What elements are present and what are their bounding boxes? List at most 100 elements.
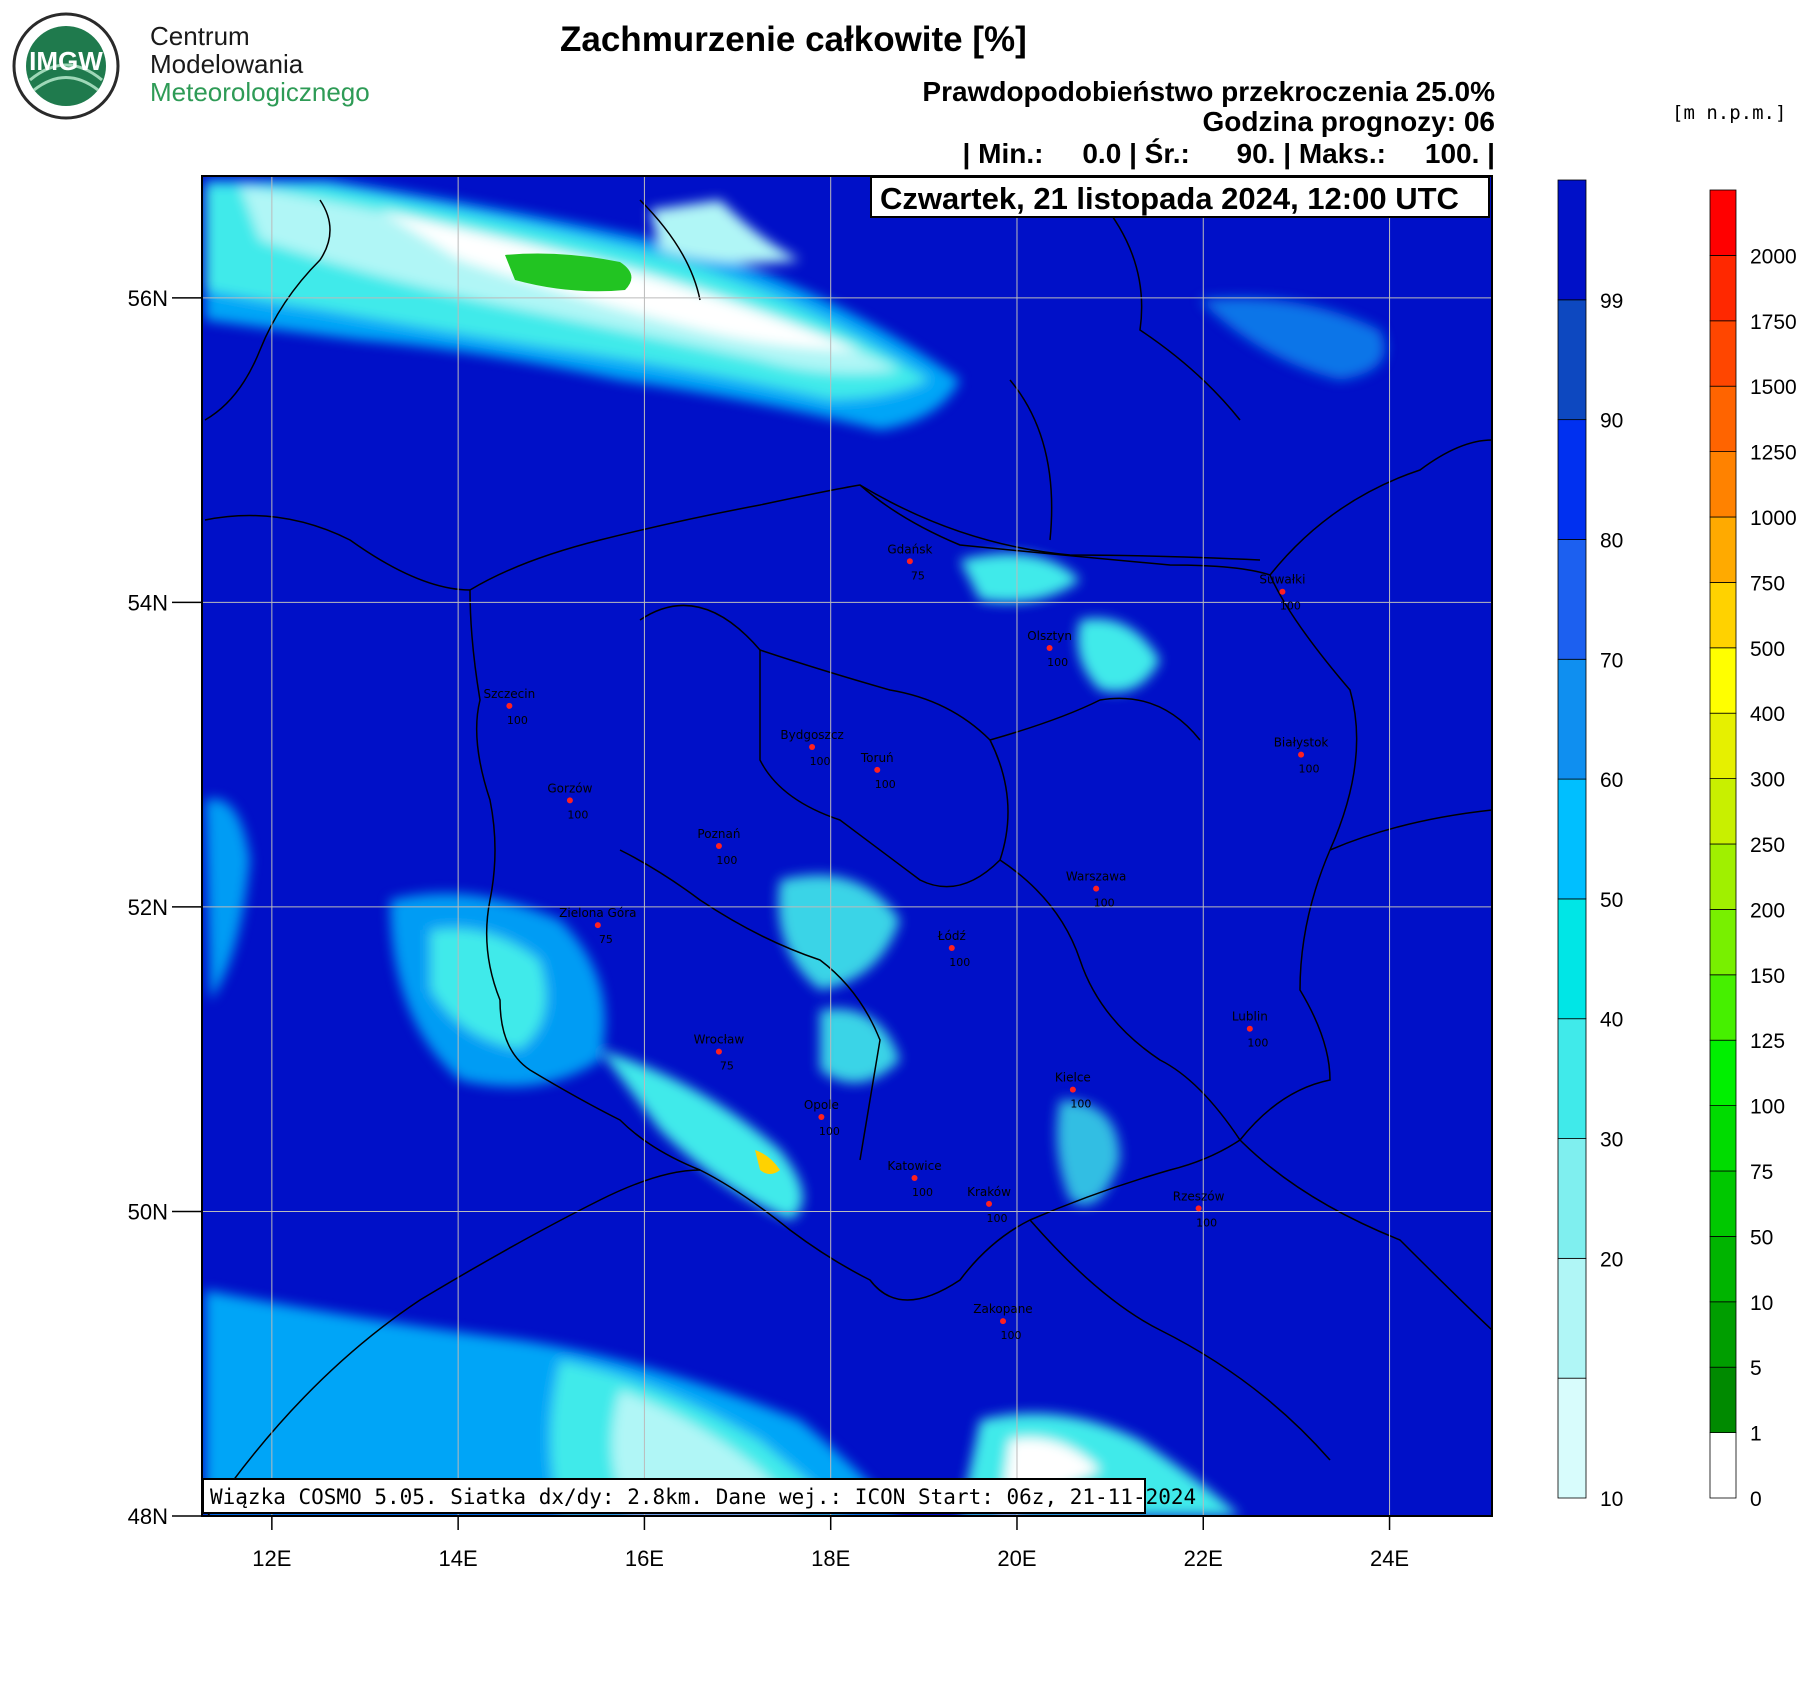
city-name: Łódź xyxy=(937,929,966,943)
city-name: Szczecin xyxy=(483,687,535,701)
city-value: 100 xyxy=(716,854,737,867)
max-label: | Maks.: xyxy=(1283,138,1386,169)
cloud-legend-label: 50 xyxy=(1600,889,1623,912)
city-dot xyxy=(986,1200,993,1207)
city-name: Zielona Góra xyxy=(559,906,636,920)
cloud-legend-label: 90 xyxy=(1600,410,1623,433)
graticule xyxy=(202,176,1492,1516)
forecast-hour-subtitle: Godzina prognozy: 06 xyxy=(1202,106,1495,137)
city-name: Gorzów xyxy=(547,781,592,795)
map-frame xyxy=(201,175,1493,1517)
city-value: 100 xyxy=(1001,1329,1022,1342)
height-legend-bin xyxy=(1709,909,1737,976)
city-dot xyxy=(911,1174,918,1181)
city-value: 100 xyxy=(1299,763,1320,776)
city-name: Gdańsk xyxy=(887,542,932,556)
max-value: 100. | xyxy=(1424,138,1495,169)
cloud-legend-bin xyxy=(1557,658,1587,780)
logo-line-2: Modelowania xyxy=(150,49,304,79)
height-legend-label: 125 xyxy=(1750,1030,1785,1053)
lat-tick-label: 56N xyxy=(128,286,168,311)
probability-subtitle: Prawdopodobieństwo przekroczenia 25.0% xyxy=(922,76,1495,107)
city-value: 100 xyxy=(1094,897,1115,910)
height-legend-label: 750 xyxy=(1750,572,1785,595)
city-dot xyxy=(1195,1205,1202,1212)
city-name: Opole xyxy=(804,1098,839,1112)
map-title: Zachmurzenie całkowite [%] xyxy=(560,20,1027,59)
height-legend-label: 1750 xyxy=(1750,311,1797,334)
cloud-legend-label: 10 xyxy=(1600,1488,1623,1511)
height-legend-bin xyxy=(1709,778,1737,845)
height-legend-bin xyxy=(1709,516,1737,583)
cloud-legend-bin xyxy=(1557,1018,1587,1139)
city-dot xyxy=(566,797,573,804)
city-name: Lublin xyxy=(1232,1010,1268,1024)
city-value: 100 xyxy=(810,755,831,768)
city-value: 100 xyxy=(1196,1216,1217,1229)
height-legend-bin xyxy=(1709,1105,1737,1172)
lon-tick-label: 20E xyxy=(997,1546,1036,1571)
height-legend-bin xyxy=(1709,843,1737,910)
height-legend-bin xyxy=(1709,647,1737,714)
city-name: Suwałki xyxy=(1259,573,1305,587)
lon-tick-label: 14E xyxy=(439,1546,478,1571)
height-legend: 0 1 5 10 50 75 100 125 150 200 250 300 400 500 750 1000… xyxy=(1709,189,1797,1511)
height-legend-label: 150 xyxy=(1750,965,1785,988)
min-label: | Min.: xyxy=(962,138,1044,169)
height-legend-bin xyxy=(1709,1170,1737,1237)
city-name: Wrocław xyxy=(694,1033,745,1047)
cloud-legend-bin xyxy=(1557,898,1587,1020)
lon-tick-label: 16E xyxy=(625,1546,664,1571)
lon-tick-label: 22E xyxy=(1184,1546,1223,1571)
lat-tick-label: 50N xyxy=(128,1199,168,1224)
cloud-legend-bin xyxy=(1557,778,1587,900)
city-value: 100 xyxy=(912,1186,933,1199)
height-legend-label: 200 xyxy=(1750,899,1785,922)
height-legend-bin xyxy=(1709,254,1737,322)
city-value: 100 xyxy=(507,714,528,727)
logo-line-1: Centrum xyxy=(150,21,250,51)
city-value: 100 xyxy=(875,778,896,791)
height-legend-bin xyxy=(1709,1432,1737,1499)
city-dot xyxy=(1046,645,1053,652)
city-markers: Gdańsk 75 Suwałki 100 Olsztyn 100 Szczecin 100 B… xyxy=(483,542,1328,1342)
city-dot xyxy=(1246,1025,1253,1032)
cloud-legend-bin xyxy=(1557,299,1587,421)
cloud-legend-bin xyxy=(1557,1377,1587,1499)
city-dot xyxy=(818,1114,825,1121)
height-legend-label: 300 xyxy=(1750,769,1785,792)
height-legend-label: 0 xyxy=(1750,1488,1762,1511)
stats-line: | Min.: 0.0 | Śr.: 90. | Maks.: 100. | xyxy=(963,138,1496,170)
city-dot xyxy=(715,1048,722,1055)
city-value: 100 xyxy=(1047,656,1068,669)
cloud-legend-label: 20 xyxy=(1600,1248,1623,1271)
city-dot xyxy=(809,744,816,751)
lat-tick-label: 52N xyxy=(128,895,168,920)
yellow-patch xyxy=(755,1150,780,1174)
height-unit-label: [m n.p.m.] xyxy=(1672,102,1787,124)
city-name: Olsztyn xyxy=(1027,629,1072,643)
height-legend-label: 1000 xyxy=(1750,507,1797,530)
height-legend-bin xyxy=(1709,1366,1737,1433)
logo-text: Centrum Modelowania Meteorologicznego xyxy=(150,22,370,106)
city-value: 100 xyxy=(1280,600,1301,613)
city-value: 75 xyxy=(720,1060,734,1073)
city-dot xyxy=(1069,1086,1076,1093)
height-legend-bin xyxy=(1709,189,1737,256)
city-dot xyxy=(1298,751,1305,758)
city-name: Katowice xyxy=(887,1159,941,1173)
height-legend-label: 500 xyxy=(1750,638,1785,661)
cloud-legend-bin xyxy=(1557,419,1587,540)
height-legend-label: 50 xyxy=(1750,1226,1773,1249)
city-value: 100 xyxy=(567,808,588,821)
city-dot xyxy=(1279,588,1286,595)
height-legend-label: 2000 xyxy=(1750,245,1797,268)
cloud-legend-label: 30 xyxy=(1600,1129,1623,1152)
cloud-legend-bin xyxy=(1557,1138,1587,1259)
height-legend-label: 1500 xyxy=(1750,376,1797,399)
city-name: Bydgoszcz xyxy=(780,728,843,742)
green-patch xyxy=(505,253,632,292)
lon-tick-label: 18E xyxy=(811,1546,850,1571)
date-box: Czwartek, 21 listopada 2024, 12:00 UTC xyxy=(870,176,1490,218)
